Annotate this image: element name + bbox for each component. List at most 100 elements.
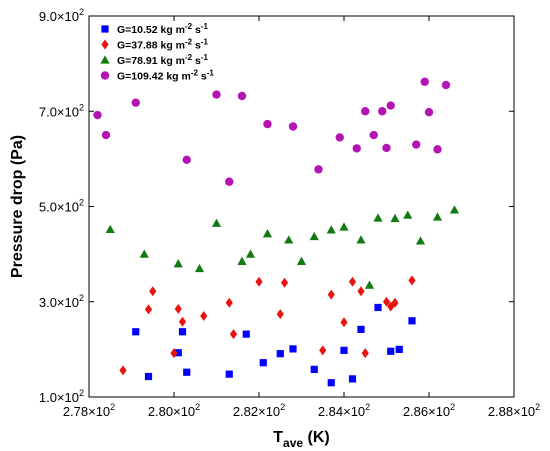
x-tick-label: 2.80×102 bbox=[148, 402, 200, 419]
data-point bbox=[262, 229, 273, 238]
data-point bbox=[289, 345, 297, 353]
data-point bbox=[149, 286, 157, 297]
x-tick-label: 2.82×102 bbox=[233, 402, 285, 419]
data-point bbox=[276, 309, 284, 320]
x-axis-title-subscript: ave bbox=[283, 436, 303, 450]
data-point bbox=[182, 155, 191, 165]
legend-marker bbox=[101, 39, 109, 50]
data-point bbox=[174, 349, 182, 357]
data-point bbox=[378, 107, 387, 116]
data-point bbox=[326, 225, 336, 234]
data-point bbox=[319, 345, 327, 356]
data-point bbox=[310, 365, 318, 373]
data-point bbox=[412, 140, 421, 149]
data-point bbox=[348, 375, 357, 383]
data-point bbox=[408, 275, 416, 286]
data-point bbox=[183, 368, 191, 376]
data-point bbox=[374, 303, 382, 312]
data-point bbox=[327, 379, 335, 387]
y-tick-label: 7.0×102 bbox=[39, 102, 84, 119]
data-point bbox=[361, 348, 369, 359]
x-axis-title: Tave (K) bbox=[273, 429, 329, 450]
data-point bbox=[178, 316, 187, 327]
data-point bbox=[314, 165, 323, 174]
x-axis-ticks: 2.78×102 2.80×102 2.82×102 2.84×102 2.86×102… bbox=[63, 16, 540, 419]
data-point bbox=[245, 249, 256, 258]
legend-label: G=10.52 kg m-2 s-1 bbox=[117, 22, 209, 36]
data-point bbox=[348, 276, 357, 287]
data-point bbox=[433, 145, 442, 154]
data-point bbox=[173, 259, 183, 268]
data-point bbox=[403, 210, 413, 219]
legend-item: G=109.42 kg m-2 s-1 bbox=[100, 69, 214, 83]
data-point bbox=[211, 218, 222, 227]
data-point bbox=[357, 286, 365, 297]
data-point bbox=[340, 317, 348, 328]
data-point bbox=[119, 365, 127, 376]
x-tick-label: 2.84×102 bbox=[318, 402, 370, 419]
x-tick-label: 2.86×102 bbox=[403, 402, 455, 419]
data-point bbox=[242, 330, 250, 338]
legend-item: G=78.91 kg m-2 s-1 bbox=[100, 53, 209, 67]
data-point bbox=[200, 311, 208, 322]
legend-marker bbox=[101, 25, 109, 33]
data-point bbox=[229, 329, 238, 340]
data-point bbox=[391, 297, 399, 308]
y-tick-label: 5.0×102 bbox=[39, 198, 84, 215]
data-point bbox=[276, 350, 284, 358]
data-point bbox=[296, 256, 307, 265]
data-point bbox=[390, 213, 400, 223]
data-point bbox=[280, 277, 289, 288]
legend-item: G=10.52 kg m-2 s-1 bbox=[101, 22, 209, 36]
legend-label: G=37.88 kg m-2 s-1 bbox=[117, 38, 209, 52]
data-point bbox=[424, 108, 434, 117]
data-point bbox=[382, 296, 391, 307]
x-tick-label: 2.78×102 bbox=[63, 402, 115, 419]
data-point bbox=[170, 348, 178, 359]
data-point bbox=[309, 231, 319, 241]
data-point bbox=[178, 328, 187, 336]
y-tick-label: 3.0×102 bbox=[39, 293, 84, 310]
data-point bbox=[194, 263, 205, 273]
data-point bbox=[139, 249, 149, 258]
data-point bbox=[255, 276, 263, 287]
data-point bbox=[284, 235, 294, 244]
data-point bbox=[225, 297, 233, 308]
data-point bbox=[288, 122, 298, 131]
data-point bbox=[335, 133, 344, 142]
x-axis-title-unit: (K) bbox=[303, 429, 330, 446]
legend-marker bbox=[100, 71, 110, 80]
data-point bbox=[237, 91, 247, 101]
data-point bbox=[93, 110, 102, 120]
data-point bbox=[373, 213, 383, 222]
data-point bbox=[105, 224, 115, 234]
legend-marker bbox=[100, 55, 110, 64]
data-point bbox=[327, 289, 335, 300]
y-axis-ticks: 1.0×102 3.0×102 5.0×102 7.0×102 9.0×102 bbox=[39, 7, 514, 405]
x-tick-label: 2.88×102 bbox=[488, 402, 540, 419]
legend-label: G=78.91 kg m-2 s-1 bbox=[117, 53, 209, 67]
data-point bbox=[441, 80, 451, 90]
data-point bbox=[361, 107, 370, 116]
series-3-points bbox=[105, 205, 460, 289]
data-point bbox=[408, 317, 416, 325]
data-point bbox=[225, 177, 234, 186]
data-point bbox=[415, 236, 426, 245]
data-point bbox=[212, 90, 221, 99]
series-1-points bbox=[132, 303, 416, 387]
data-point bbox=[225, 370, 233, 378]
legend-item: G=37.88 kg m-2 s-1 bbox=[101, 38, 209, 52]
data-point bbox=[144, 372, 153, 381]
data-point bbox=[263, 119, 272, 129]
data-point bbox=[449, 205, 460, 214]
data-point bbox=[340, 346, 348, 354]
y-tick-label: 9.0×102 bbox=[39, 7, 84, 24]
data-point bbox=[259, 359, 267, 367]
data-point bbox=[237, 256, 247, 265]
data-point bbox=[101, 130, 111, 140]
data-point bbox=[387, 347, 395, 355]
y-tick-label: 1.0×102 bbox=[39, 388, 84, 405]
data-point bbox=[357, 325, 365, 333]
